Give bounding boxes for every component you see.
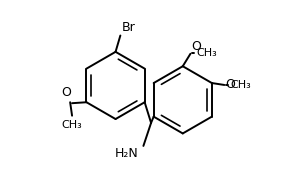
Text: CH₃: CH₃	[230, 80, 251, 90]
Text: CH₃: CH₃	[196, 48, 217, 58]
Text: Br: Br	[121, 21, 135, 34]
Text: O: O	[225, 78, 235, 90]
Text: O: O	[61, 86, 71, 99]
Text: H₂N: H₂N	[115, 147, 139, 160]
Text: O: O	[191, 40, 201, 53]
Text: CH₃: CH₃	[62, 119, 82, 130]
